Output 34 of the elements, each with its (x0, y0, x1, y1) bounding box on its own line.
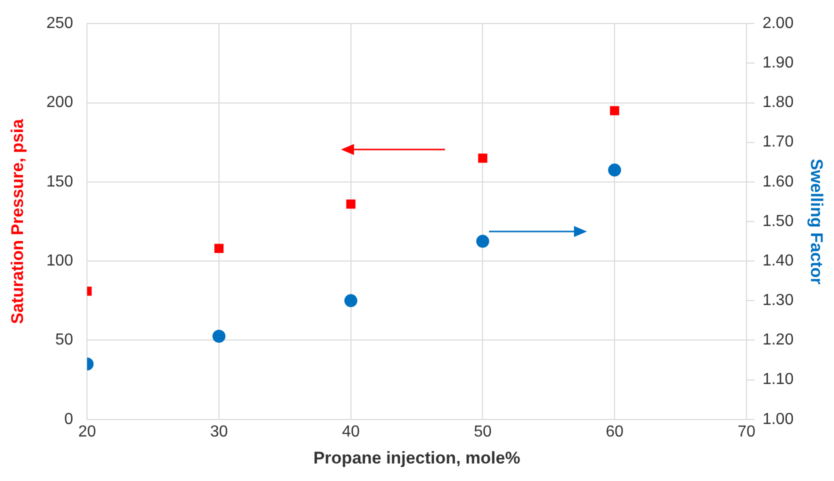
x-tick-label: 40 (342, 423, 360, 440)
y2-tick-label: 1.00 (762, 410, 794, 428)
x-tick-label: 60 (606, 423, 624, 440)
y2-tick-label: 1.70 (762, 134, 794, 151)
point (214, 244, 224, 254)
y-tick-label: 200 (46, 94, 74, 112)
point (212, 330, 226, 343)
x-tick-label: 50 (474, 423, 492, 440)
point (346, 199, 356, 209)
point (476, 234, 490, 248)
y2-tick-label: 1.80 (762, 94, 794, 112)
y2-tick-label: 1.90 (762, 54, 794, 72)
y-tick-label: 100 (46, 252, 74, 270)
y-axis-title: Saturation Pressure, psia (8, 118, 27, 324)
x-axis-title: Propane injection, mole% (313, 448, 520, 468)
point (478, 154, 488, 163)
y2-tick-label: 1.20 (762, 332, 794, 349)
y-tick-label: 50 (55, 332, 74, 349)
x-tick-label: 20 (78, 423, 96, 440)
x-tick-label: 70 (738, 423, 756, 440)
x-tick-label: 30 (210, 423, 228, 440)
y2-tick-label: 1.60 (762, 173, 794, 190)
point (344, 294, 358, 308)
point (610, 106, 620, 116)
point (608, 164, 622, 177)
y2-tick-label: 1.40 (762, 252, 794, 270)
y-tick-label: 150 (46, 173, 74, 190)
y2-tick-label: 1.50 (762, 212, 794, 230)
y2-tick-label: 2.00 (762, 15, 794, 32)
y2-tick-label: 1.10 (762, 371, 794, 388)
y-tick-label: 0 (64, 410, 74, 428)
y2-axis-title: Swelling Factor (807, 158, 826, 285)
y-tick-label: 250 (46, 15, 74, 32)
y2-tick-label: 1.30 (762, 292, 794, 310)
